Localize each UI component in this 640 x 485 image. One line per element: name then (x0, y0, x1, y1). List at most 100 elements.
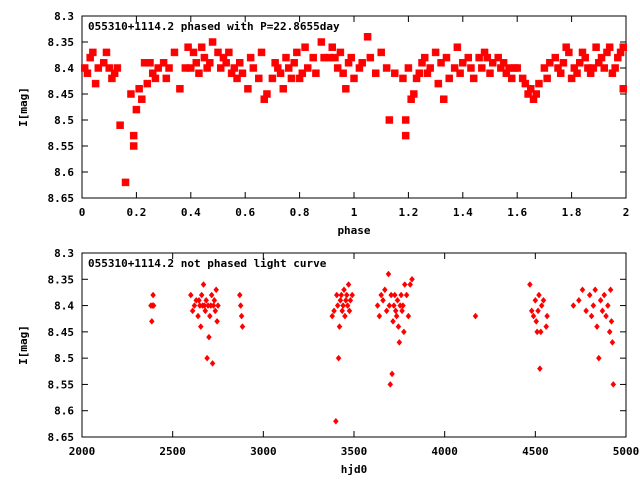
unphased-data-point (579, 286, 586, 294)
unphased-data-point (592, 286, 598, 294)
unphased-data-point (400, 302, 406, 309)
unphased-data-point (340, 302, 346, 309)
unphased-data-point (608, 317, 615, 325)
phased-data-point (467, 64, 475, 72)
phased-data-point (317, 38, 326, 46)
unphased-data-point (607, 286, 614, 294)
unphased-data-point (537, 365, 543, 373)
unphased-data-point (390, 317, 396, 325)
phased-data-point (94, 64, 103, 72)
unphased-x-axis-label: hjd0 (341, 463, 368, 476)
unphased-data-point (191, 302, 198, 309)
phased-data-point (401, 116, 410, 124)
phased-data-point (377, 48, 385, 57)
phased-data-point (249, 64, 258, 72)
phased-y-tick-label: 8.45 (48, 88, 75, 101)
phased-data-point (358, 59, 366, 67)
phased-data-point (176, 85, 184, 93)
phased-data-point (105, 64, 113, 72)
phased-y-axis-label: I[mag] (17, 87, 30, 127)
unphased-data-point (333, 417, 339, 425)
phased-data-point (565, 48, 573, 57)
unphased-data-point (187, 291, 194, 299)
unphased-data-point (396, 338, 403, 346)
phased-data-point (431, 48, 440, 57)
phased-data-point (225, 48, 233, 57)
unphased-data-point (200, 281, 207, 288)
phased-data-point (619, 85, 628, 93)
phased-data-point (143, 79, 152, 88)
unphased-data-point (603, 312, 609, 320)
phased-data-point (129, 142, 138, 150)
phased-y-tick-label: 8.35 (48, 36, 75, 49)
unphased-data-point (570, 302, 577, 309)
phased-data-point (89, 48, 97, 57)
phased-x-tick-label: 0.8 (290, 206, 310, 219)
phased-data-point (222, 59, 230, 67)
unphased-x-tick-label: 4000 (431, 445, 458, 458)
unphased-data-point (334, 302, 341, 309)
unphased-data-point (189, 307, 196, 315)
unphased-data-point (341, 286, 347, 294)
unphased-x-tick-label: 4500 (522, 445, 549, 458)
unphased-data-point (398, 291, 404, 299)
phased-data-point (521, 79, 530, 88)
unphased-data-point (339, 307, 346, 315)
phased-data-point (426, 64, 434, 72)
phased-x-tick-label: 1.6 (507, 206, 527, 219)
phased-y-tick-label: 8.5 (54, 114, 74, 127)
unphased-data-point (380, 296, 386, 304)
phased-data-points (80, 33, 628, 187)
phased-x-tick-label: 1.2 (398, 206, 418, 219)
phased-x-tick-label: 1.8 (562, 206, 582, 219)
phased-y-tick-label: 8.65 (48, 192, 75, 205)
unphased-data-point (399, 307, 405, 315)
phased-data-point (263, 90, 271, 98)
unphased-data-point (393, 312, 400, 320)
phased-data-point (216, 64, 225, 72)
unphased-y-tick-label: 8.45 (48, 326, 75, 339)
unphased-data-point (601, 291, 608, 299)
phased-data-point (382, 64, 391, 72)
phased-x-tick-label: 0 (79, 206, 86, 219)
phased-x-tick-label: 0.6 (235, 206, 255, 219)
unphased-data-point (588, 312, 595, 320)
unphased-y-tick-label: 8.35 (48, 273, 75, 286)
phased-data-point (456, 69, 464, 77)
phased-data-point (206, 59, 214, 67)
unphased-data-point (405, 312, 412, 320)
unphased-data-point (376, 312, 383, 320)
phased-data-point (121, 178, 130, 187)
phased-data-point (284, 64, 293, 72)
phased-data-point (535, 79, 543, 88)
phased-data-point (113, 64, 122, 72)
phased-data-point (328, 43, 336, 51)
phased-data-point (404, 64, 413, 72)
phased-data-point (488, 59, 497, 67)
unphased-data-point (343, 291, 350, 299)
phased-data-point (581, 53, 589, 62)
unphased-data-point (342, 312, 348, 320)
unphased-data-point (213, 286, 220, 294)
unphased-data-point (533, 317, 540, 325)
phased-data-point (257, 48, 266, 57)
phased-data-point (170, 48, 179, 57)
phased-data-point (551, 53, 560, 62)
unphased-y-tick-label: 8.6 (54, 405, 74, 418)
phased-x-tick-label: 1 (351, 206, 358, 219)
phased-data-point (293, 48, 301, 57)
phased-data-point (333, 64, 342, 72)
unphased-data-point (198, 291, 205, 299)
phased-data-point (573, 69, 581, 77)
phased-data-point (339, 69, 347, 77)
phased-data-point (230, 64, 239, 72)
unphased-data-point (599, 307, 606, 315)
unphased-data-point (383, 307, 390, 315)
phased-data-point (200, 53, 209, 62)
unphased-data-point (208, 291, 215, 299)
phased-data-point (187, 64, 195, 72)
phased-data-point (290, 59, 298, 67)
phased-data-point (372, 69, 380, 77)
unphased-data-point (597, 296, 604, 304)
